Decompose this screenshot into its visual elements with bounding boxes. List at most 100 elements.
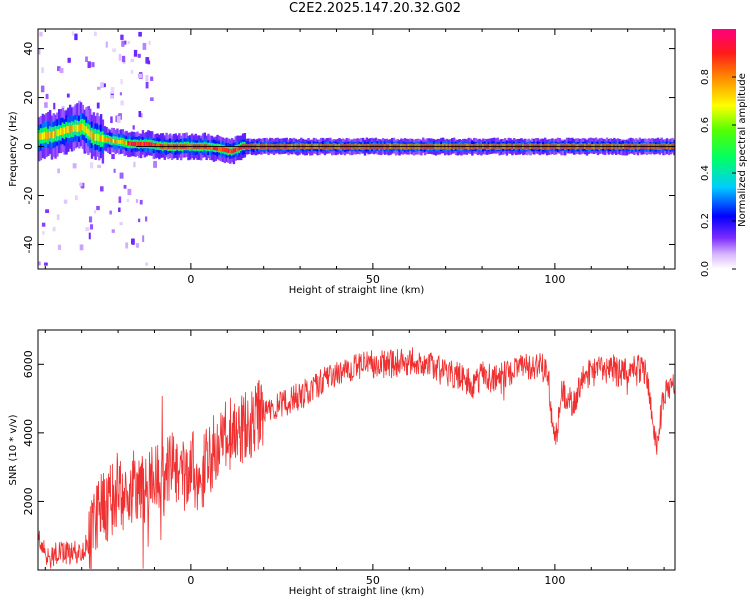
spectrum-speckle [118,207,121,212]
spectrum-speckle [39,31,43,37]
spectrum-peak [147,141,150,147]
spectrum-band [110,138,114,143]
spectrum-speckle [145,57,150,64]
spectrum-speckle [119,172,124,179]
spectrum-speckle [111,154,115,160]
spectrum-speckle [93,31,97,36]
spectrum-band [76,124,79,132]
spectrum-speckle [120,78,123,85]
spectrum-speckle [53,102,56,110]
spectrogram-ytick-label: 20 [22,91,35,105]
colorbar-tick-label: 0.4 [700,165,711,181]
spectrum-speckle [120,34,124,40]
spectrum-speckle [123,40,127,45]
spectrum-band [41,132,45,140]
spectrum-peak [230,149,234,154]
snr-xtick-label: 0 [187,574,194,587]
colorbar-gradient [712,29,736,269]
spectrum-speckle [145,75,149,82]
spectrogram-ytick-label: -20 [22,187,35,205]
spectrogram-xtick-label: 100 [544,273,565,286]
spectrum-speckle [137,53,141,58]
spectrum-speckle [110,94,114,99]
spectrum-speckle [96,205,100,211]
snr-ytick-label: 2000 [22,487,35,515]
spectrum-speckle [78,100,81,108]
colorbar-tick-label: 0.0 [700,261,711,277]
spectrum-speckle [142,235,145,242]
spectrogram-ytick-label: 40 [22,42,35,56]
colorbar-tick-label: 0.6 [700,117,711,133]
spectrum-speckle [121,40,125,47]
spectrum-peak [152,142,156,148]
spectrum-band [88,130,92,138]
spectrum-speckle [66,93,70,98]
spectrum-band [68,125,72,133]
spectrum-band [101,134,105,142]
spectrum-band [79,123,83,131]
spectrum-speckle [56,214,60,220]
spectrum-peak [143,141,146,147]
spectrum-speckle [45,209,50,213]
spectrum-speckle [56,66,61,72]
spectrogram-xtick-label: 50 [366,273,380,286]
spectrum-speckle [88,232,91,240]
spectrum-band [74,124,77,132]
spectrum-band [90,131,94,139]
spectrum-peak [227,148,230,153]
spectrum-band [56,129,59,137]
spectrum-speckle [110,87,115,94]
spectrum-band [119,139,123,144]
spectrum-band [92,133,96,141]
spectrum-speckle [91,62,95,68]
spectrum-band [125,141,128,146]
spectrum-band [54,130,57,138]
spectrum-band [118,139,121,144]
spectrum-band [87,128,90,136]
spectrum-speckle [130,70,134,74]
spectrum-speckle [57,168,61,174]
spectrum-peak [156,143,159,148]
spectrum-speckle [139,113,143,118]
spectrum-speckle [113,168,116,173]
spectrum-speckle [147,60,151,65]
spectrum-speckle [145,81,149,89]
spectrum-speckle [138,110,142,117]
spectrum-speckle [142,42,147,50]
spectrum-speckle [119,222,123,226]
spectrum-speckle [111,229,115,233]
snr-ylabel: SNR (10 * v/v) [8,414,19,485]
spectrum-band [78,124,81,132]
spectrum-band [59,127,63,135]
spectrum-peak [127,140,130,146]
spectrum-peak [139,141,143,147]
spectrum-speckle [96,102,100,109]
spectrum-peak [234,147,237,153]
spectrum-speckle [116,115,121,123]
spectrum-speckle [52,226,56,232]
spectrum-speckle [87,61,91,68]
spectrum-band [112,138,116,143]
spectrogram-ytick-label: 0 [22,143,35,150]
spectrum-band [96,133,99,141]
spectrum-speckle [40,85,45,93]
spectrum-speckle [72,163,77,169]
spectrum-peak [150,142,154,147]
spectrum-speckle [85,227,90,232]
spectrum-speckle [118,53,122,61]
spectrogram-xtick-label: 0 [187,273,194,286]
spectrum-speckle [90,224,94,230]
spectrum-speckle [109,210,112,215]
spectrum-peak [220,146,223,152]
spectrum-speckle [153,160,158,168]
spectrum-peak [210,145,214,150]
spectrum-band [116,139,119,144]
spectrogram-xlabel: Height of straight line (km) [289,285,425,296]
colorbar-label: Normalized spectral amplitude [737,73,748,227]
spectrum-band [114,139,117,144]
snr-ytick-label: 4000 [22,419,35,447]
colorbar-tick-label: 0.8 [700,69,711,85]
snr-ytick-label: 6000 [22,350,35,378]
spectrum-band [85,126,88,134]
